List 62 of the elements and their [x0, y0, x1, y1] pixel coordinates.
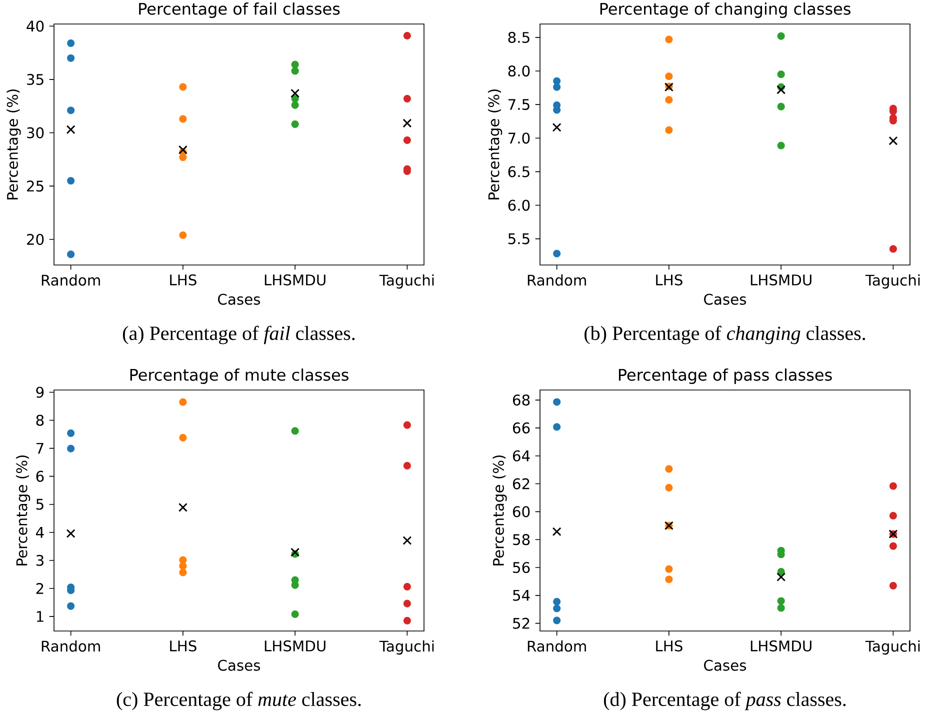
chart-title: Percentage of changing classes — [600, 2, 850, 18]
y-tick-label: 2 — [36, 582, 44, 594]
y-tick-label: 6.5 — [508, 166, 530, 178]
x-axis-title: Cases — [704, 294, 746, 305]
x-axis-title: Cases — [218, 660, 260, 671]
x-tick-label: Random — [528, 640, 586, 652]
x-tick-label: LHS — [656, 640, 682, 652]
x-tick-label: Taguchi — [379, 640, 434, 655]
x-tick-label: LHS — [656, 274, 682, 286]
y-tick-label: 30 — [27, 127, 44, 138]
y-tick-label: 8.0 — [508, 65, 530, 77]
y-tick-label: 60 — [512, 506, 530, 518]
y-tick-label: 7.5 — [508, 99, 530, 110]
x-tick-label: Taguchi — [865, 640, 920, 655]
y-tick-label: 54 — [513, 590, 530, 601]
y-tick-label: 6 — [36, 470, 44, 482]
y-tick-label: 5 — [36, 498, 44, 510]
x-tick-label: Random — [42, 640, 100, 652]
y-tick-label: 35 — [27, 74, 44, 85]
text: (c) Percentage of mute classes. — [116, 692, 361, 710]
chart-title: Percentage of pass classes — [618, 368, 832, 384]
x-tick-label: Taguchi — [379, 274, 434, 289]
y-tick-label: 40 — [26, 20, 44, 32]
y-tick-label: 58 — [513, 534, 530, 546]
y-tick-label: 20 — [27, 234, 44, 245]
y-tick-label: 8 — [36, 414, 44, 426]
x-tick-label: LHSMDU — [750, 274, 812, 286]
y-tick-label: 64 — [512, 450, 530, 462]
y-tick-label: 1 — [36, 611, 44, 622]
x-tick-label: LHS — [170, 274, 196, 286]
y-tick-label: 8.5 — [508, 32, 530, 43]
x-axis-title: Cases — [218, 294, 260, 305]
chart-title: Percentage of fail classes — [139, 2, 340, 18]
y-tick-label: 25 — [27, 180, 44, 192]
y-tick-label: 7 — [36, 442, 44, 454]
y-tick-label: 4 — [36, 527, 44, 538]
y-tick-label: 3 — [36, 554, 44, 566]
y-axis-title: Percentage (%) — [488, 90, 502, 200]
y-tick-label: 62 — [512, 478, 530, 490]
y-tick-label: 56 — [513, 562, 530, 574]
x-tick-label: LHSMDU — [264, 640, 326, 652]
text: (a) Percentage of fail classes. — [122, 326, 355, 344]
x-tick-label: LHSMDU — [264, 274, 326, 286]
y-tick-label: 68 — [512, 394, 530, 406]
x-tick-label: Taguchi — [865, 274, 920, 289]
chart-title: Percentage of mute classes — [130, 368, 348, 384]
text: (d) Percentage of pass classes. — [604, 692, 846, 710]
y-tick-label: 9 — [36, 386, 44, 398]
x-axis-title: Cases — [704, 660, 746, 671]
text: (b) Percentage of changing classes. — [584, 326, 866, 344]
y-tick-label: 5.5 — [508, 233, 530, 244]
y-tick-label: 6.0 — [508, 200, 530, 211]
y-axis-title: Percentage (%) — [6, 90, 21, 200]
x-tick-label: Random — [528, 274, 586, 286]
y-tick-label: 7.0 — [508, 132, 530, 144]
y-tick-label: 52 — [513, 618, 530, 629]
y-axis-title: Percentage (%) — [492, 456, 507, 566]
x-tick-label: LHS — [170, 640, 196, 652]
x-tick-label: LHSMDU — [750, 640, 812, 652]
x-tick-label: Random — [42, 274, 100, 286]
y-axis-title: Percentage (%) — [16, 456, 30, 566]
y-tick-label: 66 — [512, 422, 530, 434]
